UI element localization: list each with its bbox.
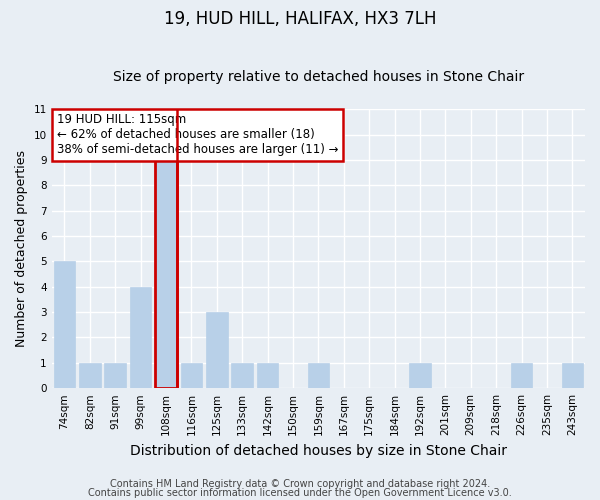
Bar: [155, 160, 177, 388]
Text: Contains HM Land Registry data © Crown copyright and database right 2024.: Contains HM Land Registry data © Crown c…: [110, 479, 490, 489]
Y-axis label: Number of detached properties: Number of detached properties: [15, 150, 28, 347]
Title: Size of property relative to detached houses in Stone Chair: Size of property relative to detached ho…: [113, 70, 524, 85]
Text: 19, HUD HILL, HALIFAX, HX3 7LH: 19, HUD HILL, HALIFAX, HX3 7LH: [164, 10, 436, 28]
Bar: [104, 363, 126, 388]
Text: Contains public sector information licensed under the Open Government Licence v3: Contains public sector information licen…: [88, 488, 512, 498]
Bar: [562, 363, 583, 388]
Bar: [409, 363, 431, 388]
Text: 19 HUD HILL: 115sqm
← 62% of detached houses are smaller (18)
38% of semi-detach: 19 HUD HILL: 115sqm ← 62% of detached ho…: [57, 114, 338, 156]
Bar: [511, 363, 532, 388]
Bar: [130, 287, 151, 388]
Bar: [308, 363, 329, 388]
Bar: [257, 363, 278, 388]
Bar: [181, 363, 202, 388]
Bar: [79, 363, 101, 388]
Bar: [206, 312, 227, 388]
X-axis label: Distribution of detached houses by size in Stone Chair: Distribution of detached houses by size …: [130, 444, 507, 458]
Bar: [53, 262, 75, 388]
Bar: [232, 363, 253, 388]
